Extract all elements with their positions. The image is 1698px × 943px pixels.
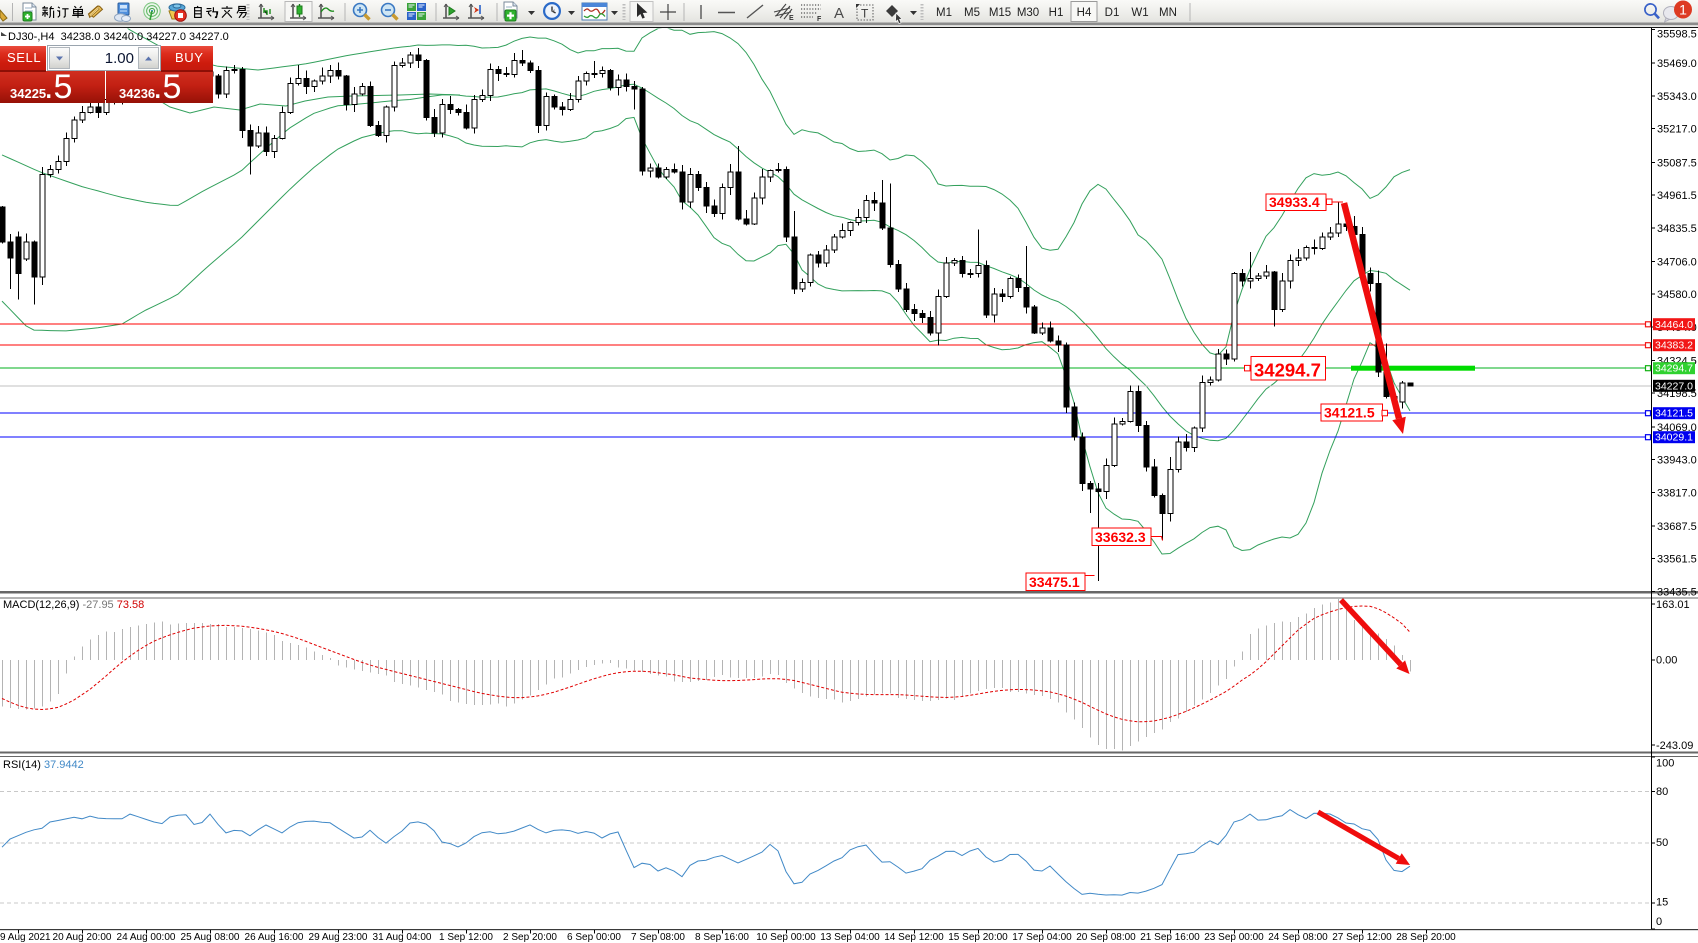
svg-text:MN: MN xyxy=(1159,7,1177,19)
svg-text:F: F xyxy=(817,16,822,23)
svg-text:H1: H1 xyxy=(1049,7,1064,19)
svg-text:25 Aug 08:00: 25 Aug 08:00 xyxy=(181,932,240,943)
svg-text:20 Aug 20:00: 20 Aug 20:00 xyxy=(53,932,112,943)
svg-text:6 Sep 00:00: 6 Sep 00:00 xyxy=(567,932,621,943)
svg-text:9 Aug 2021: 9 Aug 2021 xyxy=(0,932,51,943)
svg-text:163.01: 163.01 xyxy=(1656,599,1690,611)
svg-text:34464.0: 34464.0 xyxy=(1655,319,1693,331)
svg-text:26 Aug 16:00: 26 Aug 16:00 xyxy=(245,932,304,943)
svg-text:35343.0: 35343.0 xyxy=(1657,91,1697,103)
svg-text:M5: M5 xyxy=(964,7,980,19)
svg-text:8 Sep 16:00: 8 Sep 16:00 xyxy=(695,932,749,943)
svg-text:34227.0: 34227.0 xyxy=(1655,380,1693,392)
svg-text:7 Sep 08:00: 7 Sep 08:00 xyxy=(631,932,685,943)
svg-text:34294.7: 34294.7 xyxy=(1254,360,1321,381)
svg-text:34383.2: 34383.2 xyxy=(1655,340,1693,352)
svg-text:14 Sep 12:00: 14 Sep 12:00 xyxy=(884,932,944,943)
svg-text:23 Sep 00:00: 23 Sep 00:00 xyxy=(1204,932,1264,943)
svg-text:35469.0: 35469.0 xyxy=(1657,58,1697,70)
svg-text:35217.0: 35217.0 xyxy=(1657,124,1697,136)
svg-text:27 Sep 12:00: 27 Sep 12:00 xyxy=(1332,932,1392,943)
svg-text:33943.0: 33943.0 xyxy=(1657,455,1697,467)
svg-text:0: 0 xyxy=(1656,916,1662,928)
svg-text:34933.4: 34933.4 xyxy=(1269,194,1320,210)
svg-text:34706.0: 34706.0 xyxy=(1657,256,1697,268)
svg-text:31 Aug 04:00: 31 Aug 04:00 xyxy=(373,932,432,943)
svg-text:33817.0: 33817.0 xyxy=(1657,487,1697,499)
svg-text:13 Sep 04:00: 13 Sep 04:00 xyxy=(820,932,880,943)
svg-text:50: 50 xyxy=(1656,837,1668,849)
svg-text:34835.5: 34835.5 xyxy=(1657,223,1697,235)
svg-text:15 Sep 20:00: 15 Sep 20:00 xyxy=(948,932,1008,943)
svg-text:24 Aug 00:00: 24 Aug 00:00 xyxy=(117,932,176,943)
svg-text:10 Sep 00:00: 10 Sep 00:00 xyxy=(756,932,816,943)
svg-text:24 Sep 08:00: 24 Sep 08:00 xyxy=(1268,932,1328,943)
svg-text:33687.5: 33687.5 xyxy=(1657,521,1697,533)
svg-text:A: A xyxy=(834,5,844,22)
svg-text:33632.3: 33632.3 xyxy=(1095,529,1146,545)
svg-text:0.00: 0.00 xyxy=(1656,655,1677,667)
svg-text:29 Aug 23:00: 29 Aug 23:00 xyxy=(309,932,368,943)
svg-text:H4: H4 xyxy=(1077,7,1092,19)
svg-text:100: 100 xyxy=(1656,758,1674,770)
svg-text:80: 80 xyxy=(1656,786,1668,798)
svg-text:34294.7: 34294.7 xyxy=(1655,363,1693,375)
svg-text:W1: W1 xyxy=(1131,7,1148,19)
svg-text:34121.5: 34121.5 xyxy=(1655,408,1693,420)
svg-text:MACD(12,26,9) -27.95 73.58: MACD(12,26,9) -27.95 73.58 xyxy=(3,599,144,611)
svg-text:17 Sep 04:00: 17 Sep 04:00 xyxy=(1012,932,1072,943)
svg-text:2 Sep 20:00: 2 Sep 20:00 xyxy=(503,932,557,943)
svg-text:34029.1: 34029.1 xyxy=(1655,432,1693,444)
svg-text:20 Sep 08:00: 20 Sep 08:00 xyxy=(1076,932,1136,943)
svg-text:33561.5: 33561.5 xyxy=(1657,554,1697,566)
svg-text:1 Sep 12:00: 1 Sep 12:00 xyxy=(439,932,493,943)
svg-text:-243.09: -243.09 xyxy=(1656,740,1693,752)
svg-text:E: E xyxy=(789,15,794,22)
svg-text:34961.5: 34961.5 xyxy=(1657,190,1697,202)
svg-text:DJ30-,H4 34238.0 34240.0 3422: DJ30-,H4 34238.0 34240.0 34227.0 34227.0 xyxy=(8,31,229,43)
svg-text:21 Sep 16:00: 21 Sep 16:00 xyxy=(1140,932,1200,943)
svg-text:RSI(14) 37.9442: RSI(14) 37.9442 xyxy=(3,759,84,771)
svg-text:T: T xyxy=(861,7,869,21)
svg-text:M1: M1 xyxy=(936,7,952,19)
svg-text:33435.5: 33435.5 xyxy=(1657,586,1697,598)
svg-text:1: 1 xyxy=(1679,2,1687,18)
svg-text:33475.1: 33475.1 xyxy=(1029,574,1080,590)
svg-text:34069.0: 34069.0 xyxy=(1657,422,1697,434)
svg-text:34121.5: 34121.5 xyxy=(1324,405,1375,421)
svg-text:35598.5: 35598.5 xyxy=(1657,29,1697,41)
svg-text:28 Sep 20:00: 28 Sep 20:00 xyxy=(1396,932,1456,943)
svg-text:15: 15 xyxy=(1656,897,1668,909)
svg-text:M30: M30 xyxy=(1017,7,1039,19)
svg-text:35087.5: 35087.5 xyxy=(1657,157,1697,169)
svg-text:34580.0: 34580.0 xyxy=(1657,289,1697,301)
svg-text:M15: M15 xyxy=(989,7,1011,19)
svg-text:D1: D1 xyxy=(1105,7,1120,19)
